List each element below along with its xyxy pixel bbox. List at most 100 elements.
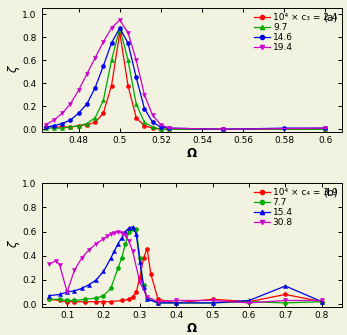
7.7: [109, 286, 113, 290]
7.7: [127, 229, 131, 233]
14.6: [159, 125, 163, 129]
14.6: [126, 41, 130, 45]
9.7: [323, 127, 328, 131]
2.4: [142, 124, 146, 128]
30.8: [127, 239, 131, 243]
14.6: [323, 126, 328, 130]
2.4: [159, 127, 163, 131]
7.7: [211, 301, 215, 305]
15.4: [94, 278, 98, 282]
14.6: [52, 124, 56, 128]
7.7: [174, 301, 178, 305]
19.4: [151, 114, 155, 118]
14.6: [220, 127, 225, 131]
15.4: [156, 301, 160, 305]
7.7: [94, 296, 98, 300]
15.4: [58, 292, 62, 296]
2.4: [85, 123, 89, 127]
30.8: [120, 231, 124, 235]
7.7: [120, 256, 124, 260]
19.4: [60, 111, 64, 115]
2.4: [44, 125, 48, 129]
7.7: [145, 296, 149, 300]
30.8: [65, 290, 69, 294]
9.7: [68, 125, 73, 129]
3.9: [320, 300, 324, 304]
3.9: [134, 290, 138, 294]
2.4: [77, 124, 81, 128]
15.4: [138, 260, 142, 264]
19.4: [101, 40, 105, 44]
30.8: [247, 301, 251, 305]
Line: 14.6: 14.6: [44, 26, 328, 131]
30.8: [138, 280, 142, 284]
9.7: [101, 98, 105, 103]
7.7: [156, 301, 160, 305]
3.9: [101, 300, 105, 304]
Line: 19.4: 19.4: [44, 18, 328, 131]
3.9: [156, 297, 160, 301]
7.7: [123, 242, 127, 246]
Text: (b): (b): [323, 187, 337, 197]
3.9: [174, 301, 178, 305]
3.9: [138, 275, 142, 279]
7.7: [247, 300, 251, 304]
15.4: [134, 232, 138, 236]
15.4: [174, 301, 178, 305]
9.7: [167, 127, 171, 131]
15.4: [65, 290, 69, 294]
9.7: [151, 125, 155, 129]
19.4: [109, 26, 113, 30]
7.7: [142, 283, 146, 287]
7.7: [58, 297, 62, 301]
2.4: [134, 116, 138, 120]
Line: 15.4: 15.4: [47, 225, 324, 305]
9.7: [134, 102, 138, 106]
X-axis label: Ω: Ω: [187, 322, 197, 335]
19.4: [85, 72, 89, 76]
2.4: [93, 120, 97, 124]
9.7: [142, 120, 146, 124]
30.8: [283, 298, 287, 303]
15.4: [130, 225, 135, 229]
30.8: [101, 237, 105, 241]
9.7: [44, 126, 48, 130]
15.4: [142, 285, 146, 289]
2.4: [109, 83, 113, 87]
30.8: [72, 268, 76, 272]
3.9: [94, 300, 98, 304]
30.8: [47, 262, 51, 266]
30.8: [211, 298, 215, 303]
30.8: [320, 298, 324, 303]
14.6: [118, 26, 122, 30]
14.6: [134, 75, 138, 79]
15.4: [247, 298, 251, 303]
3.9: [130, 295, 135, 299]
3.9: [109, 300, 113, 304]
30.8: [58, 263, 62, 267]
7.7: [47, 297, 51, 301]
Legend: 10⁴ × c₄ = 3.9, 7.7, 15.4, 30.8: 10⁴ × c₄ = 3.9, 7.7, 15.4, 30.8: [252, 186, 339, 229]
30.8: [79, 256, 84, 260]
14.6: [151, 120, 155, 124]
9.7: [85, 122, 89, 126]
7.7: [65, 298, 69, 303]
7.7: [138, 256, 142, 260]
30.8: [174, 298, 178, 303]
7.7: [101, 294, 105, 298]
15.4: [112, 249, 117, 253]
2.4: [323, 127, 328, 131]
14.6: [282, 126, 286, 130]
2.4: [101, 111, 105, 115]
15.4: [79, 286, 84, 290]
3.9: [211, 297, 215, 301]
3.9: [145, 247, 149, 251]
19.4: [167, 126, 171, 130]
19.4: [126, 30, 130, 35]
3.9: [47, 297, 51, 301]
2.4: [220, 127, 225, 131]
7.7: [134, 227, 138, 231]
19.4: [323, 126, 328, 130]
3.9: [65, 300, 69, 304]
Text: (a): (a): [323, 12, 337, 22]
